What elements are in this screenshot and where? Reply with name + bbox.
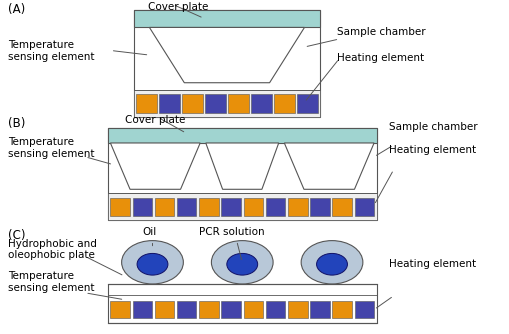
Bar (154, 301, 174, 318)
Bar (205, 95, 225, 113)
Text: Heating element: Heating element (336, 53, 423, 63)
Bar (110, 301, 130, 318)
Text: (A): (A) (8, 3, 25, 16)
Text: Heating element: Heating element (388, 145, 475, 155)
Bar (243, 301, 263, 318)
Polygon shape (206, 143, 278, 189)
Text: Cover plate: Cover plate (125, 115, 185, 125)
Text: Oil: Oil (143, 227, 157, 237)
Bar (177, 198, 196, 215)
Bar (107, 284, 376, 323)
Bar (332, 301, 351, 318)
Bar (132, 301, 152, 318)
Bar (309, 198, 329, 215)
Bar (107, 193, 376, 220)
Bar (182, 95, 203, 113)
Bar (273, 95, 295, 113)
Text: (B): (B) (8, 117, 25, 130)
Bar (135, 95, 157, 113)
Text: Sample chamber: Sample chamber (336, 27, 425, 37)
Text: Cover plate: Cover plate (148, 2, 208, 12)
Ellipse shape (211, 240, 273, 284)
Polygon shape (284, 143, 374, 189)
Ellipse shape (137, 254, 167, 275)
Ellipse shape (316, 254, 347, 275)
Ellipse shape (227, 254, 257, 275)
Bar (221, 301, 240, 318)
Text: (C): (C) (8, 229, 25, 242)
Bar (134, 10, 319, 27)
Bar (265, 301, 285, 318)
Bar (296, 95, 318, 113)
Bar (154, 198, 174, 215)
Text: Temperature
sensing element: Temperature sensing element (8, 271, 94, 293)
Bar (177, 301, 196, 318)
Polygon shape (149, 27, 304, 83)
Ellipse shape (122, 240, 183, 284)
Text: Temperature
sensing element: Temperature sensing element (8, 40, 94, 62)
Bar (288, 198, 307, 215)
Text: Hydrophobic and
oleophobic plate: Hydrophobic and oleophobic plate (8, 239, 96, 261)
Bar (332, 198, 351, 215)
Bar (265, 198, 285, 215)
Bar (199, 198, 218, 215)
Bar (107, 128, 376, 143)
Bar (354, 301, 374, 318)
Bar (243, 198, 263, 215)
Bar (110, 198, 130, 215)
Bar (354, 198, 374, 215)
Bar (250, 95, 271, 113)
Bar (132, 198, 152, 215)
Bar (158, 95, 180, 113)
Bar (134, 90, 319, 117)
Polygon shape (110, 143, 200, 189)
Ellipse shape (300, 240, 362, 284)
Bar (288, 301, 307, 318)
Bar (199, 301, 218, 318)
Bar (228, 95, 248, 113)
Text: Heating element: Heating element (388, 259, 475, 269)
Text: Sample chamber: Sample chamber (388, 122, 476, 132)
Text: PCR solution: PCR solution (199, 227, 264, 237)
Bar (309, 301, 329, 318)
Text: Temperature
sensing element: Temperature sensing element (8, 137, 94, 159)
Bar (221, 198, 240, 215)
